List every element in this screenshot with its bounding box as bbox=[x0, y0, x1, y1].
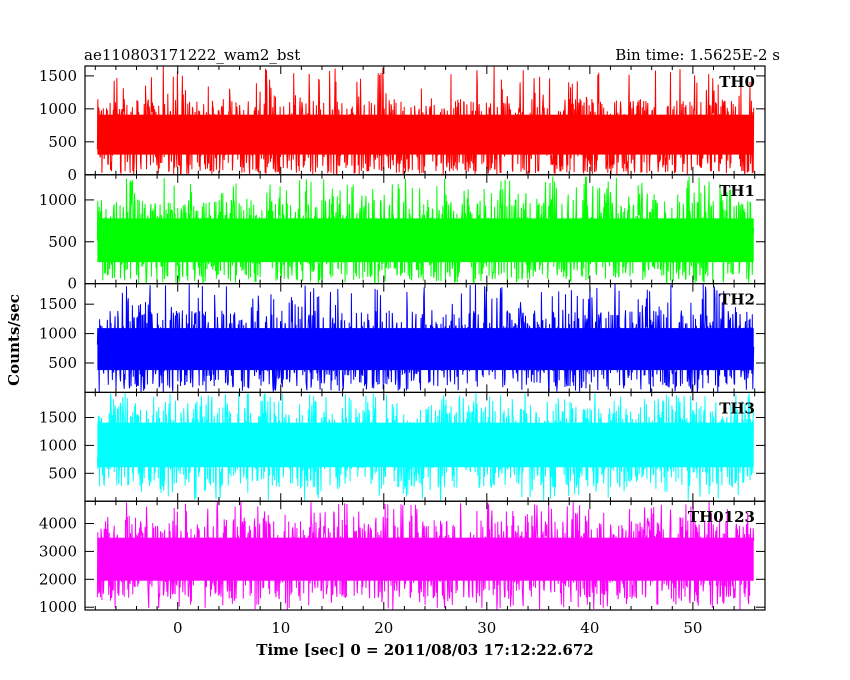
y-tick-label: 1000 bbox=[39, 191, 77, 209]
y-axis-title: Counts/sec bbox=[5, 294, 23, 386]
x-tick-labels: 0 10 20 30 40 50 bbox=[173, 619, 702, 637]
y-tick-label: 500 bbox=[48, 464, 77, 482]
y-tick-label: 500 bbox=[48, 133, 77, 151]
panel-th1: 0 500 1000 TH1 bbox=[39, 174, 766, 293]
series-core-th1 bbox=[97, 218, 754, 263]
panel-label-th0123: TH0123 bbox=[688, 508, 755, 526]
y-tick-label: 1500 bbox=[39, 295, 77, 313]
y-tick-label: 1500 bbox=[39, 409, 77, 427]
x-tick-label: 50 bbox=[683, 619, 702, 637]
y-tick-label: 0 bbox=[67, 166, 77, 184]
y-tick-label: 2000 bbox=[39, 570, 77, 588]
panel-label-th3: TH3 bbox=[719, 399, 755, 417]
chart-title: ae110803171222_wam2_bst bbox=[84, 46, 300, 64]
y-tick-label: 500 bbox=[48, 233, 77, 251]
series-core-th0123 bbox=[97, 537, 754, 581]
y-tick-label: 1000 bbox=[39, 100, 77, 118]
y-tick-label: 0 bbox=[67, 275, 77, 293]
x-tick-label: 40 bbox=[580, 619, 599, 637]
series-core-th2 bbox=[97, 328, 754, 371]
series-core-th0 bbox=[97, 114, 754, 155]
panel-th0123: 1000 2000 3000 4000 TH0123 bbox=[39, 500, 766, 616]
x-axis-title: Time [sec] 0 = 2011/08/03 17:12:22.672 bbox=[256, 641, 593, 659]
y-tick-label: 1000 bbox=[39, 325, 77, 343]
y-tick-label: 4000 bbox=[39, 515, 77, 533]
x-tick-label: 30 bbox=[477, 619, 496, 637]
panel-label-th0: TH0 bbox=[719, 73, 755, 91]
panels-group: 0 500 1000 1500 TH0 0 500 1000 TH1 500 1000 1500 TH2… bbox=[39, 65, 766, 616]
x-tick-label: 10 bbox=[271, 619, 290, 637]
x-tick-label: 20 bbox=[374, 619, 393, 637]
series-core-th3 bbox=[97, 422, 754, 468]
y-tick-label: 1000 bbox=[39, 436, 77, 454]
panel-th0: 0 500 1000 1500 TH0 bbox=[39, 65, 766, 184]
y-tick-label: 1500 bbox=[39, 67, 77, 85]
y-tick-label: 500 bbox=[48, 354, 77, 372]
y-tick-label: 1000 bbox=[39, 598, 77, 616]
panel-label-th1: TH1 bbox=[719, 182, 755, 200]
bin-time-label: Bin time: 1.5625E-2 s bbox=[615, 46, 780, 64]
panel-label-th2: TH2 bbox=[719, 291, 755, 309]
x-tick-label: 0 bbox=[173, 619, 183, 637]
y-tick-label: 3000 bbox=[39, 542, 77, 560]
panel-th3: 500 1000 1500 TH3 bbox=[39, 391, 766, 502]
panel-th2: 500 1000 1500 TH2 bbox=[39, 283, 766, 394]
